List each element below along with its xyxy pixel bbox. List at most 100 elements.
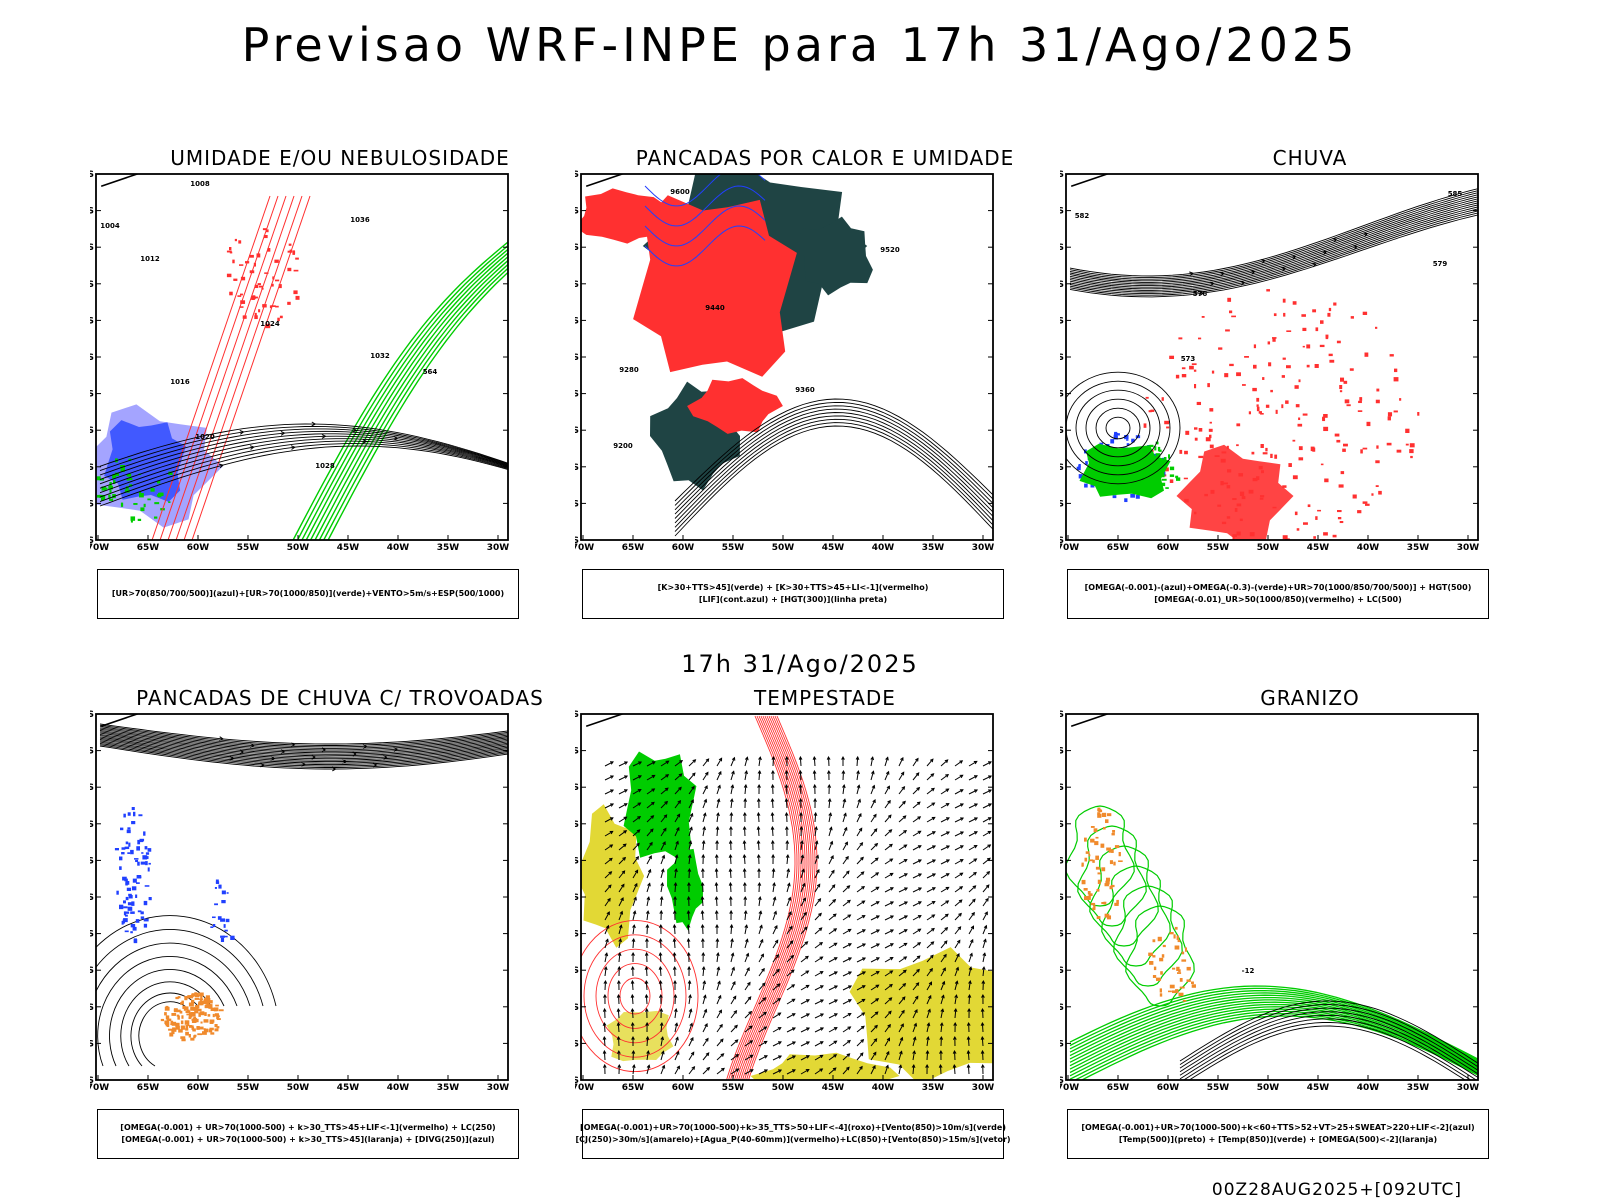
omega500-orange [1081, 807, 1123, 920]
lat-label: 27S [575, 353, 579, 363]
state-border [622, 706, 682, 708]
lon-label: 45W [1307, 1083, 1330, 1093]
lat-label: 24S [1060, 316, 1064, 326]
panel-legend: [OMEGA(-0.001) + UR>70(1000-500) + k>30_… [97, 1109, 519, 1159]
contour-label: 9520 [880, 246, 900, 254]
panel-granizo: GRANIZO -12 12S 15S 18S 21S 24S 27S 30S 33S 36S 39… [1060, 686, 1560, 1166]
lat-label: 24S [90, 856, 94, 866]
map-trovoadas: 12S 15S 18S 21S 24S 27S 30S 33S 36S 39S 42S70W 65W 6… [90, 710, 509, 1093]
omega-green [1079, 443, 1171, 499]
map-granizo: -12 12S 15S 18S 21S 24S 27S 30S 33S 36S 39S 42S70W 6… [1060, 710, 1479, 1093]
lat-label: 18S [90, 243, 94, 253]
panel-pancadas-calor: PANCADAS POR CALOR E UMIDADE 9600 9520 944… [575, 146, 1075, 626]
thickness-line [183, 195, 303, 540]
panel-title: TEMPESTADE [754, 686, 896, 710]
lat-label: 21S [90, 280, 94, 290]
streamline [99, 724, 508, 746]
streamline [99, 745, 508, 770]
isobar [99, 433, 508, 485]
lon-label: 35W [922, 543, 945, 553]
lon-label: 45W [337, 1083, 360, 1093]
lon-label: 60W [187, 543, 210, 553]
lat-label: 12S [575, 710, 579, 720]
coastline [1391, 714, 1393, 715]
streamline [1069, 202, 1478, 288]
lon-label: 40W [872, 543, 895, 553]
streamline [1069, 192, 1478, 280]
lon-label: 60W [1157, 1083, 1180, 1093]
jet-stream-yellow [606, 1010, 674, 1062]
lat-label: 21S [575, 820, 579, 830]
contour-label: 564 [423, 368, 438, 376]
water-vapor-contour [748, 715, 818, 1080]
model-run-label: 00Z28AUG2025+[092UTC] [1211, 1180, 1462, 1200]
lat-label: 12S [575, 170, 579, 180]
lat-label: 36S [575, 1003, 579, 1013]
cyclone-streamline [1085, 398, 1151, 458]
cyclone-streamline [1095, 407, 1141, 449]
green-contour [292, 241, 508, 540]
isobar [99, 435, 508, 489]
lat-label: 30S [90, 390, 94, 400]
hgt300-contour [674, 422, 993, 532]
curved-streamline [96, 942, 251, 1007]
country-border [1070, 174, 1111, 187]
hgt300-contour [674, 415, 993, 524]
thickness-line [175, 195, 295, 540]
lat-label: 36S [1060, 463, 1064, 473]
lat-label: 42S [575, 536, 579, 546]
lat-label: 42S [90, 1076, 94, 1086]
curved-streamline [138, 1001, 186, 1067]
green-contour [314, 259, 508, 540]
cyclone-streamline [1066, 380, 1171, 476]
contour-label: 1036 [350, 216, 370, 224]
streamline [1069, 188, 1478, 277]
curved-streamline [96, 915, 277, 1007]
thickness-line [191, 195, 311, 540]
temp850-contour [1069, 989, 1478, 1063]
lon-label: 45W [822, 543, 845, 553]
contour-label: 9360 [795, 386, 815, 394]
streamline [1069, 190, 1478, 279]
middle-time-label: 17h 31/Ago/2025 [681, 650, 919, 678]
lon-label: 55W [237, 543, 260, 553]
lon-label: 40W [1357, 1083, 1380, 1093]
convective-area-red [687, 378, 783, 434]
lat-label: 36S [90, 463, 94, 473]
lat-label: 27S [1060, 353, 1064, 363]
lat-label: 30S [575, 930, 579, 940]
lon-label: 70W [1060, 1083, 1079, 1093]
cyclone-streamline [1105, 416, 1131, 440]
low-level-humidity [96, 458, 173, 523]
lat-label: 24S [90, 316, 94, 326]
state-border [818, 706, 834, 708]
lon-label: 40W [1357, 543, 1380, 553]
divergence-blue [114, 807, 152, 944]
convective-area-red [581, 188, 666, 244]
panel-legend: [OMEGA(-0.001)+UR>70(1000-500)+k<60+TTS>… [1067, 1109, 1489, 1159]
lat-label: 39S [90, 1039, 94, 1049]
map-content: 9600 9520 9440 9360 9280 9200 [581, 174, 993, 537]
streamline [99, 735, 508, 758]
flow-arrow [352, 427, 358, 433]
streamline [1069, 208, 1478, 293]
hgt300-contour [674, 412, 993, 519]
contour-label: 9440 [705, 304, 725, 312]
map-content [581, 706, 993, 1080]
lat-label: 39S [575, 499, 579, 509]
streamline [1069, 206, 1478, 291]
lon-label: 35W [922, 1083, 945, 1093]
legend-line-1: [K>30+TTS>45](verde) + [K>30+TTS>45+LI<-… [657, 583, 929, 592]
curved-streamline [96, 928, 264, 1007]
streamline [1069, 210, 1478, 295]
panel-legend: [OMEGA(-0.001)-(azul)+OMEGA(-0.3)-(verde… [1067, 569, 1489, 619]
water-vapor-contour [607, 963, 663, 1029]
lon-label: 45W [822, 1083, 845, 1093]
panel-legend: [UR>70(850/700/500)](azul)+[UR>70(1000/8… [97, 569, 519, 619]
lon-label: 50W [287, 543, 310, 553]
lon-label: 45W [1307, 543, 1330, 553]
streamline [99, 731, 508, 754]
lat-label: 42S [1060, 536, 1064, 546]
lat-label: 21S [1060, 820, 1064, 830]
streamline [99, 728, 508, 751]
